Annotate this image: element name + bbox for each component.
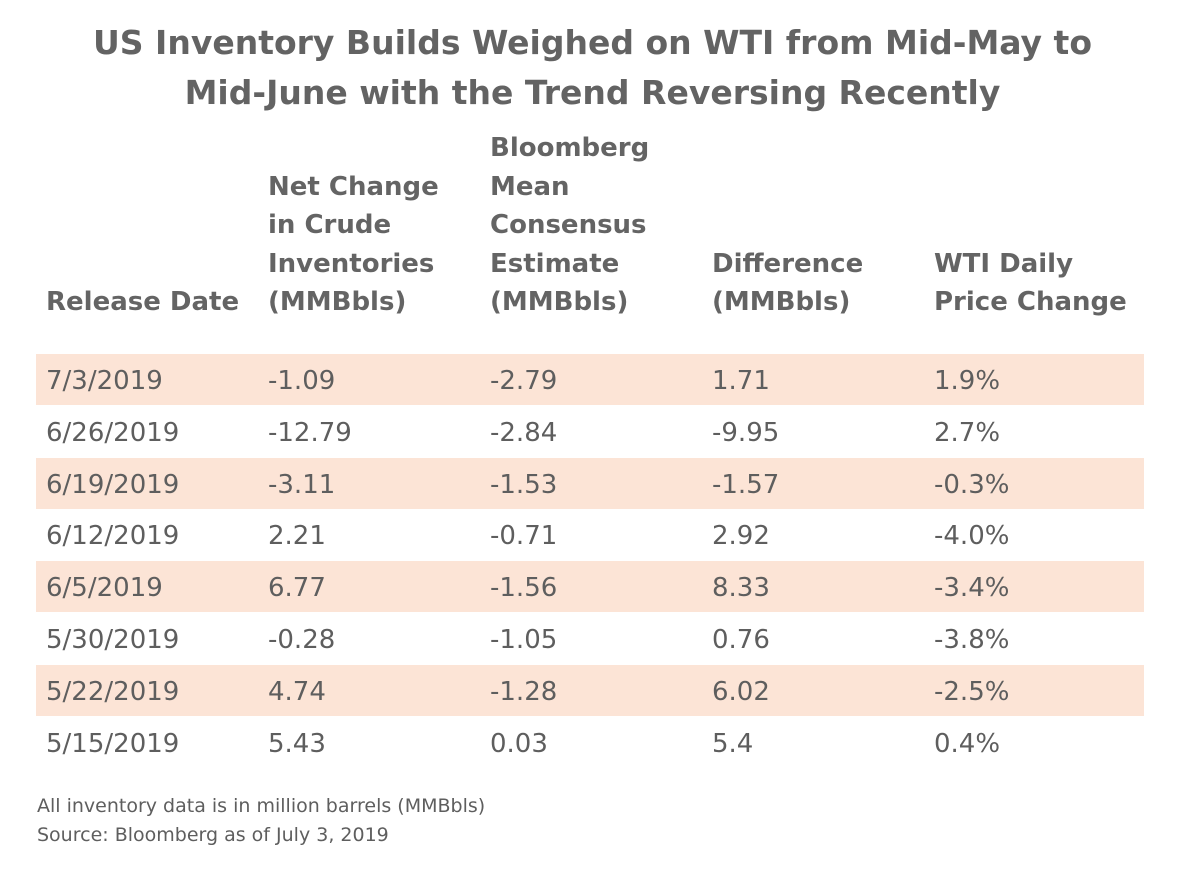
cell-consensus-estimate: -1.53	[490, 469, 558, 500]
cell-consensus-estimate: -1.05	[490, 625, 558, 655]
footnote-units: All inventory data is in million barrels…	[37, 795, 486, 817]
table-row: 6/12/2019 2.21 -0.71 2.92 -4.0%	[36, 509, 1144, 560]
cell-wti-price-change: 1.9%	[934, 366, 1001, 396]
cell-difference: -1.57	[712, 469, 780, 500]
footnote-source: Source: Bloomberg as of July 3, 2019	[37, 824, 389, 846]
chart-title-line-2: Mid-June with the Trend Reversing Recent…	[184, 73, 1001, 112]
cell-difference: 2.92	[712, 521, 770, 552]
table-row: 6/5/2019 6.77 -1.56 8.33 -3.4%	[36, 561, 1144, 613]
cell-wti-price-change: -3.8%	[934, 625, 1010, 655]
column-header-wti-price-change: WTI Daily Price Change	[934, 248, 1127, 318]
cell-net-change: -1.09	[268, 366, 336, 396]
cell-difference: 8.33	[712, 573, 770, 604]
cell-difference: 6.02	[712, 676, 770, 707]
table-row: 5/15/2019 5.43 0.03 5.4 0.4%	[36, 717, 1144, 768]
cell-net-change: -0.28	[268, 625, 336, 655]
cell-wti-price-change: -3.4%	[934, 573, 1010, 604]
cell-release-date: 6/26/2019	[46, 417, 180, 448]
cell-consensus-estimate: -0.71	[490, 521, 558, 552]
cell-wti-price-change: 0.4%	[934, 728, 1001, 759]
cell-difference: 5.4	[712, 728, 754, 759]
cell-consensus-estimate: -1.56	[490, 573, 558, 604]
cell-net-change: 4.74	[268, 676, 326, 707]
cell-release-date: 6/5/2019	[46, 573, 163, 604]
table-row: 5/30/2019 -0.28 -1.05 0.76 -3.8%	[36, 613, 1144, 664]
chart-title-line-1: US Inventory Builds Weighed on WTI from …	[93, 23, 1092, 62]
table-row: 5/22/2019 4.74 -1.28 6.02 -2.5%	[36, 664, 1144, 716]
cell-difference: 1.71	[712, 366, 770, 396]
table-row: 7/3/2019 -1.09 -2.79 1.71 1.9%	[36, 354, 1144, 405]
column-header-difference: Difference (MMBbls)	[712, 248, 864, 318]
chart-title: US Inventory Builds Weighed on WTI from …	[0, 18, 1185, 118]
cell-wti-price-change: 2.7%	[934, 417, 1001, 448]
cell-release-date: 7/3/2019	[46, 366, 163, 396]
column-header-net-change: Net Change in Crude Inventories (MMBbls)	[268, 171, 439, 318]
cell-release-date: 5/30/2019	[46, 625, 180, 655]
cell-consensus-estimate: -2.84	[490, 417, 558, 448]
cell-net-change: 2.21	[268, 521, 326, 552]
cell-consensus-estimate: 0.03	[490, 728, 548, 759]
table-row: 6/19/2019 -3.11 -1.53 -1.57 -0.3%	[36, 457, 1144, 509]
cell-release-date: 5/22/2019	[46, 676, 180, 707]
column-header-release-date: Release Date	[46, 287, 240, 318]
cell-consensus-estimate: -1.28	[490, 676, 558, 707]
cell-release-date: 6/12/2019	[46, 521, 180, 552]
cell-wti-price-change: -2.5%	[934, 676, 1010, 707]
cell-net-change: -12.79	[268, 417, 352, 448]
table-header: Release Date Net Change in Crude Invento…	[0, 0, 1185, 322]
cell-release-date: 6/19/2019	[46, 469, 180, 500]
column-header-consensus-estimate: Bloomberg Mean Consensus Estimate (MMBbl…	[490, 133, 650, 318]
cell-net-change: 5.43	[268, 728, 326, 759]
cell-difference: -9.95	[712, 417, 780, 448]
cell-release-date: 5/15/2019	[46, 728, 180, 759]
cell-net-change: -3.11	[268, 469, 336, 500]
cell-difference: 0.76	[712, 625, 770, 655]
cell-consensus-estimate: -2.79	[490, 366, 558, 396]
cell-wti-price-change: -4.0%	[934, 521, 1010, 552]
table-row: 6/26/2019 -12.79 -2.84 -9.95 2.7%	[36, 406, 1144, 457]
cell-wti-price-change: -0.3%	[934, 469, 1010, 500]
cell-net-change: 6.77	[268, 573, 326, 604]
